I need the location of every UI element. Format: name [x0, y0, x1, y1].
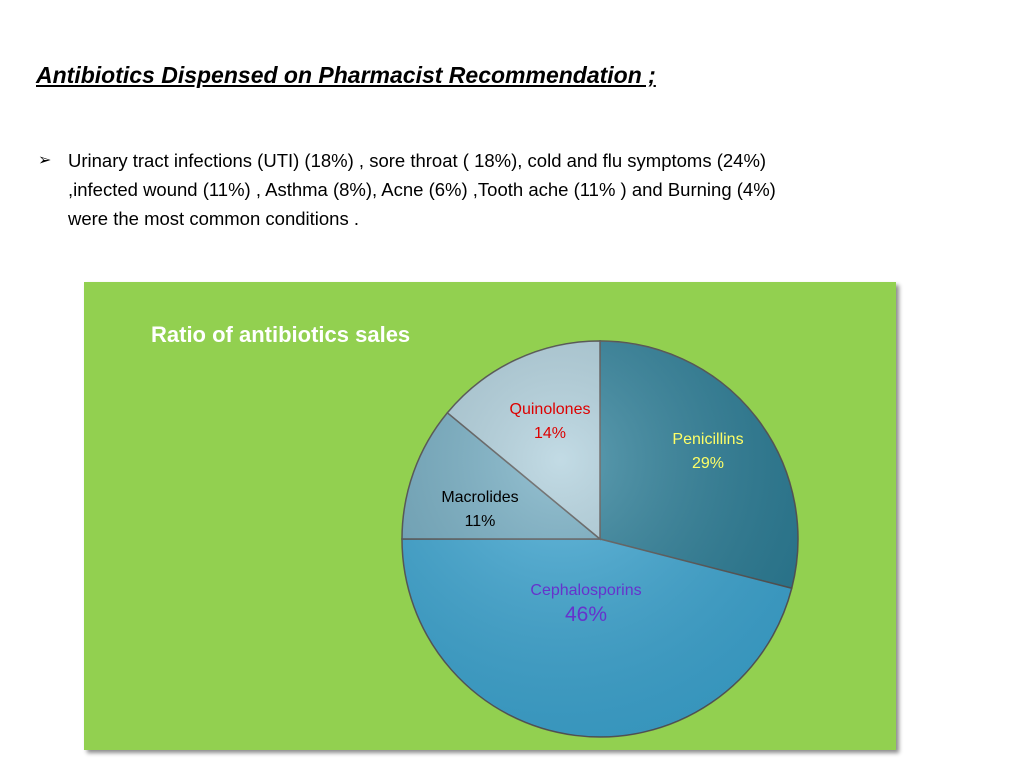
bullet-line: were the most common conditions .	[68, 208, 359, 229]
slice-name: Cephalosporins	[530, 582, 642, 599]
slice-percent: 14%	[533, 425, 567, 442]
bullet-text: Urinary tract infections (UTI) (18%) , s…	[68, 146, 978, 233]
slice-label-penicillins: Penicillins 29%	[672, 428, 743, 476]
slice-percent: 11%	[464, 513, 496, 530]
chart-title: Ratio of antibiotics sales	[151, 322, 411, 347]
slide-title: Antibiotics Dispensed on Pharmacist Reco…	[36, 62, 656, 88]
slice-percent: 29%	[691, 455, 725, 472]
slice-label-quinolones: Quinolones 14%	[510, 398, 591, 446]
slice-label-cephalosporins: Cephalosporins 46%	[530, 579, 641, 627]
bullet-line: Urinary tract infections (UTI) (18%) , s…	[68, 150, 767, 171]
slice-name: Quinolones	[509, 401, 591, 418]
bullet-line: ,infected wound (11%) , Asthma (8%), Acn…	[68, 179, 776, 200]
slice-name: Penicillins	[672, 431, 744, 448]
slice-label-macrolides: Macrolides 11%	[441, 486, 518, 534]
slice-percent: 46%	[564, 603, 608, 626]
arrow-bullet-icon: ➢	[38, 152, 52, 169]
slice-name: Macrolides	[441, 489, 519, 506]
